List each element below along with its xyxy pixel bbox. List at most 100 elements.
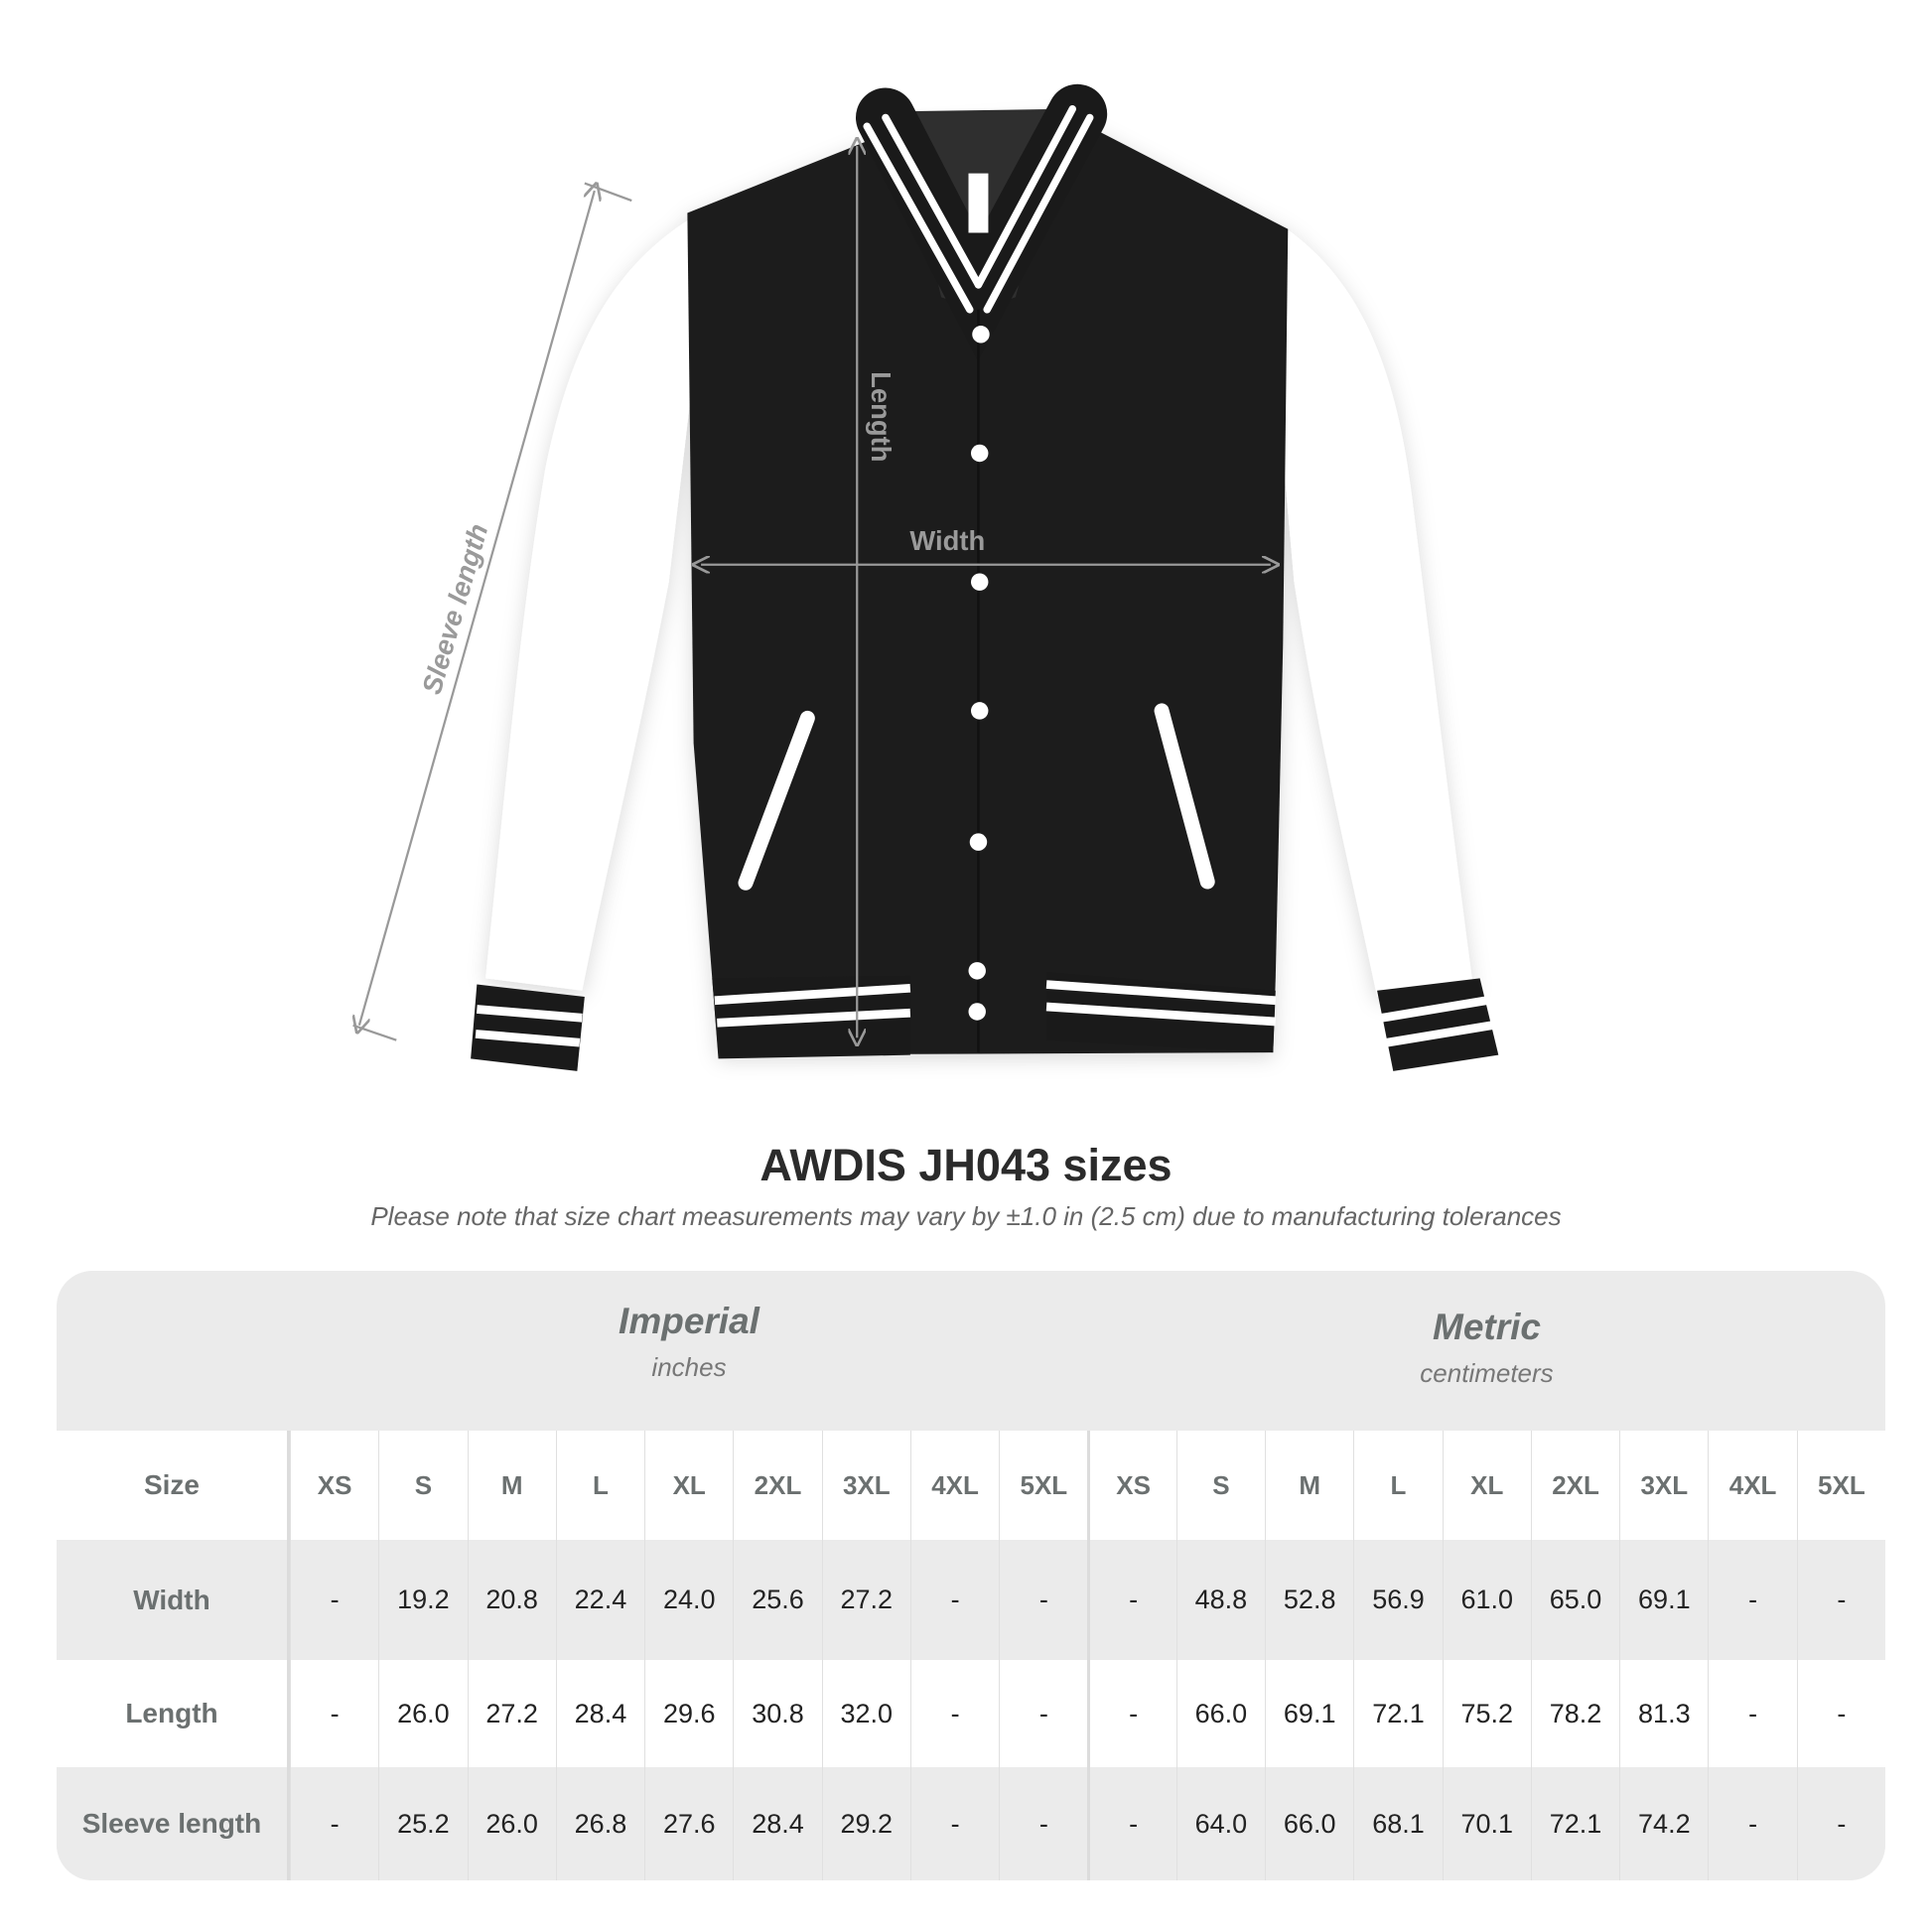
value-cell-metric: 65.0 [1530, 1540, 1619, 1660]
value-cell-imperial: - [909, 1767, 999, 1880]
value-cell-imperial: - [289, 1540, 378, 1660]
value-cell-metric: - [1087, 1660, 1175, 1767]
size-header-imperial: 3XL [821, 1431, 910, 1540]
value-cell-imperial: - [999, 1660, 1087, 1767]
value-cell-metric: - [1796, 1540, 1885, 1660]
value-cell-imperial: 29.2 [821, 1767, 910, 1880]
size-header-metric: L [1353, 1431, 1442, 1540]
size-header-metric: 3XL [1619, 1431, 1708, 1540]
value-cell-metric: 69.1 [1265, 1660, 1353, 1767]
size-header-imperial: XS [289, 1431, 378, 1540]
value-cell-imperial: - [289, 1767, 378, 1880]
value-cell-imperial: - [909, 1540, 999, 1660]
size-header-metric: XL [1442, 1431, 1531, 1540]
value-cell-metric: - [1708, 1767, 1796, 1880]
tolerance-note: Please note that size chart measurements… [370, 1201, 1562, 1231]
value-cell-imperial: - [289, 1660, 378, 1767]
table-row: Sleeve length -25.2 26.0 26.8 27.6 28.4 29.2- -… [57, 1767, 1885, 1880]
measure-lines [353, 146, 1271, 1040]
page-title: AWDIS JH043 sizes [759, 1140, 1173, 1190]
value-cell-imperial: 24.0 [644, 1540, 733, 1660]
buttons [968, 326, 990, 1021]
size-header-metric: 2XL [1530, 1431, 1619, 1540]
imperial-unit: inches [651, 1352, 727, 1382]
label-tag [968, 173, 989, 233]
jacket-diagram: Length Width Sleeve length [0, 83, 1499, 1071]
value-cell-metric: 72.1 [1353, 1660, 1442, 1767]
row-label: Sleeve length [57, 1767, 290, 1880]
value-cell-metric: - [1708, 1660, 1796, 1767]
value-cell-metric: 69.1 [1619, 1540, 1708, 1660]
size-header-metric: 4XL [1708, 1431, 1796, 1540]
value-cell-metric: 81.3 [1619, 1660, 1708, 1767]
value-cell-metric: - [1796, 1660, 1885, 1767]
value-cell-metric: - [1796, 1767, 1885, 1880]
left-sleeve [485, 212, 700, 991]
value-cell-imperial: 27.6 [644, 1767, 733, 1880]
size-header-metric: S [1175, 1431, 1265, 1540]
value-cell-imperial: 30.8 [733, 1660, 821, 1767]
size-header-imperial: 4XL [909, 1431, 999, 1540]
table-row: Length -26.0 27.2 28.4 29.6 30.8 32.0- - -66.0 69… [57, 1660, 1885, 1767]
size-header-imperial: XL [644, 1431, 733, 1540]
value-cell-imperial: 28.4 [555, 1660, 644, 1767]
value-cell-metric: 52.8 [1265, 1540, 1353, 1660]
imperial-title: Imperial [619, 1301, 759, 1341]
metric-title: Metric [1433, 1307, 1541, 1347]
value-cell-metric: 56.9 [1353, 1540, 1442, 1660]
value-cell-imperial: 32.0 [821, 1660, 910, 1767]
right-sleeve [1275, 224, 1474, 998]
value-cell-metric: 75.2 [1442, 1660, 1531, 1767]
value-cell-metric: - [1087, 1540, 1175, 1660]
size-header-metric: XS [1087, 1431, 1175, 1540]
value-cell-imperial: - [909, 1660, 999, 1767]
value-cell-imperial: 26.0 [378, 1660, 467, 1767]
table-row: Width -19.2 20.8 22.4 24.0 25.6 27.2- - -48.8 52.… [57, 1540, 1885, 1660]
value-cell-imperial: - [999, 1767, 1087, 1880]
imperial-header: Imperial inches [290, 1301, 1088, 1460]
size-header-imperial: L [555, 1431, 644, 1540]
size-header-imperial: M [467, 1431, 556, 1540]
value-cell-metric: 72.1 [1530, 1767, 1619, 1880]
metric-unit: centimeters [1420, 1358, 1554, 1388]
value-cell-metric: 66.0 [1265, 1767, 1353, 1880]
value-cell-imperial: 29.6 [644, 1660, 733, 1767]
value-cell-imperial: - [999, 1540, 1087, 1660]
length-label: Length [866, 371, 897, 462]
size-table: Imperial inches Metric centimeters Size … [57, 1271, 1885, 1880]
size-label: Size [57, 1431, 290, 1540]
value-cell-metric: 48.8 [1175, 1540, 1265, 1660]
row-label: Length [57, 1660, 290, 1767]
value-cell-metric: 78.2 [1530, 1660, 1619, 1767]
size-header-metric: M [1265, 1431, 1353, 1540]
value-cell-metric: 70.1 [1442, 1767, 1531, 1880]
value-cell-imperial: 25.6 [733, 1540, 821, 1660]
row-label: Width [57, 1540, 290, 1660]
collar [855, 83, 1108, 361]
value-cell-metric: - [1087, 1767, 1175, 1880]
value-cell-metric: 74.2 [1619, 1767, 1708, 1880]
value-cell-metric: 68.1 [1353, 1767, 1442, 1880]
size-header-imperial: 2XL [733, 1431, 821, 1540]
size-header-imperial: 5XL [999, 1431, 1087, 1540]
pockets [738, 703, 1215, 891]
size-header-imperial: S [378, 1431, 467, 1540]
value-cell-imperial: 22.4 [555, 1540, 644, 1660]
value-cell-metric: 61.0 [1442, 1540, 1531, 1660]
value-cell-metric: 66.0 [1175, 1660, 1265, 1767]
value-cell-imperial: 19.2 [378, 1540, 467, 1660]
sleeve-length-label: Sleeve length [416, 520, 494, 697]
value-cell-imperial: 27.2 [821, 1540, 910, 1660]
value-cell-imperial: 26.0 [467, 1767, 556, 1880]
metric-header: Metric centimeters [1088, 1307, 1885, 1466]
value-cell-imperial: 26.8 [555, 1767, 644, 1880]
value-cell-imperial: 25.2 [378, 1767, 467, 1880]
size-header-metric: 5XL [1796, 1431, 1885, 1540]
value-cell-metric: 64.0 [1175, 1767, 1265, 1880]
size-header-row: Size XS S M L XL 2XL 3XL 4XL 5XL XS S M L XL 2XL 3XL 4XL… [57, 1431, 1885, 1540]
value-cell-imperial: 28.4 [733, 1767, 821, 1880]
value-cell-imperial: 20.8 [467, 1540, 556, 1660]
width-label: Width [909, 525, 985, 556]
value-cell-metric: - [1708, 1540, 1796, 1660]
value-cell-imperial: 27.2 [467, 1660, 556, 1767]
